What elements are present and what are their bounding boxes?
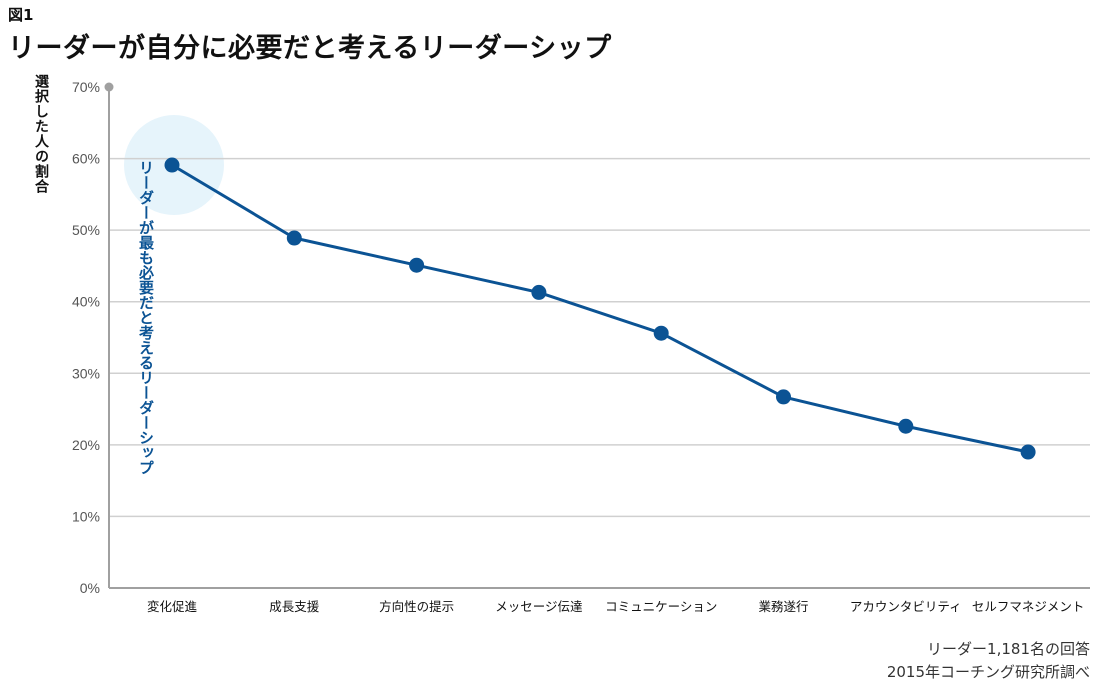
x-category-label: 成長支援 — [269, 599, 320, 614]
figure-label: 図1 — [8, 6, 34, 24]
data-point — [286, 230, 302, 246]
x-category-label: コミュニケーション — [605, 599, 717, 614]
y-tick-label: 70% — [72, 79, 100, 95]
x-category-label: 業務遂行 — [758, 599, 808, 614]
source-note-respondents: リーダー1,181名の回答 — [927, 640, 1090, 658]
y-tick-label: 20% — [72, 437, 100, 453]
x-category-label: 方向性の提示 — [379, 599, 454, 614]
y-tick-label: 60% — [72, 151, 100, 167]
data-point — [898, 418, 914, 434]
data-point — [776, 389, 791, 405]
y-tick-label: 50% — [72, 222, 100, 238]
y-tick-label: 40% — [72, 294, 100, 310]
x-category-label: アカウンタビリティ — [850, 599, 962, 614]
x-category-label: メッセージ伝達 — [495, 599, 583, 614]
data-point — [653, 325, 669, 341]
y-axis-cap-dot — [104, 82, 114, 92]
data-point — [531, 284, 547, 300]
x-category-label: 変化促進 — [147, 599, 198, 614]
y-axis-title: 選択した人の割合 — [33, 74, 49, 194]
source-note-survey: 2015年コーチング研究所調べ — [886, 663, 1090, 681]
y-tick-label: 0% — [80, 580, 100, 596]
x-category-label: セルフマネジメント — [972, 599, 1085, 614]
chart-title: リーダーが自分に必要だと考えるリーダーシップ — [8, 33, 612, 64]
data-point — [1020, 444, 1036, 460]
data-point — [164, 157, 180, 173]
annotation-label: リーダーが最も必要だと考えるリーダーシップ — [137, 160, 155, 475]
series-line — [171, 163, 1029, 454]
y-tick-label: 10% — [72, 508, 100, 524]
y-tick-label: 30% — [72, 365, 100, 381]
data-point — [409, 257, 425, 273]
